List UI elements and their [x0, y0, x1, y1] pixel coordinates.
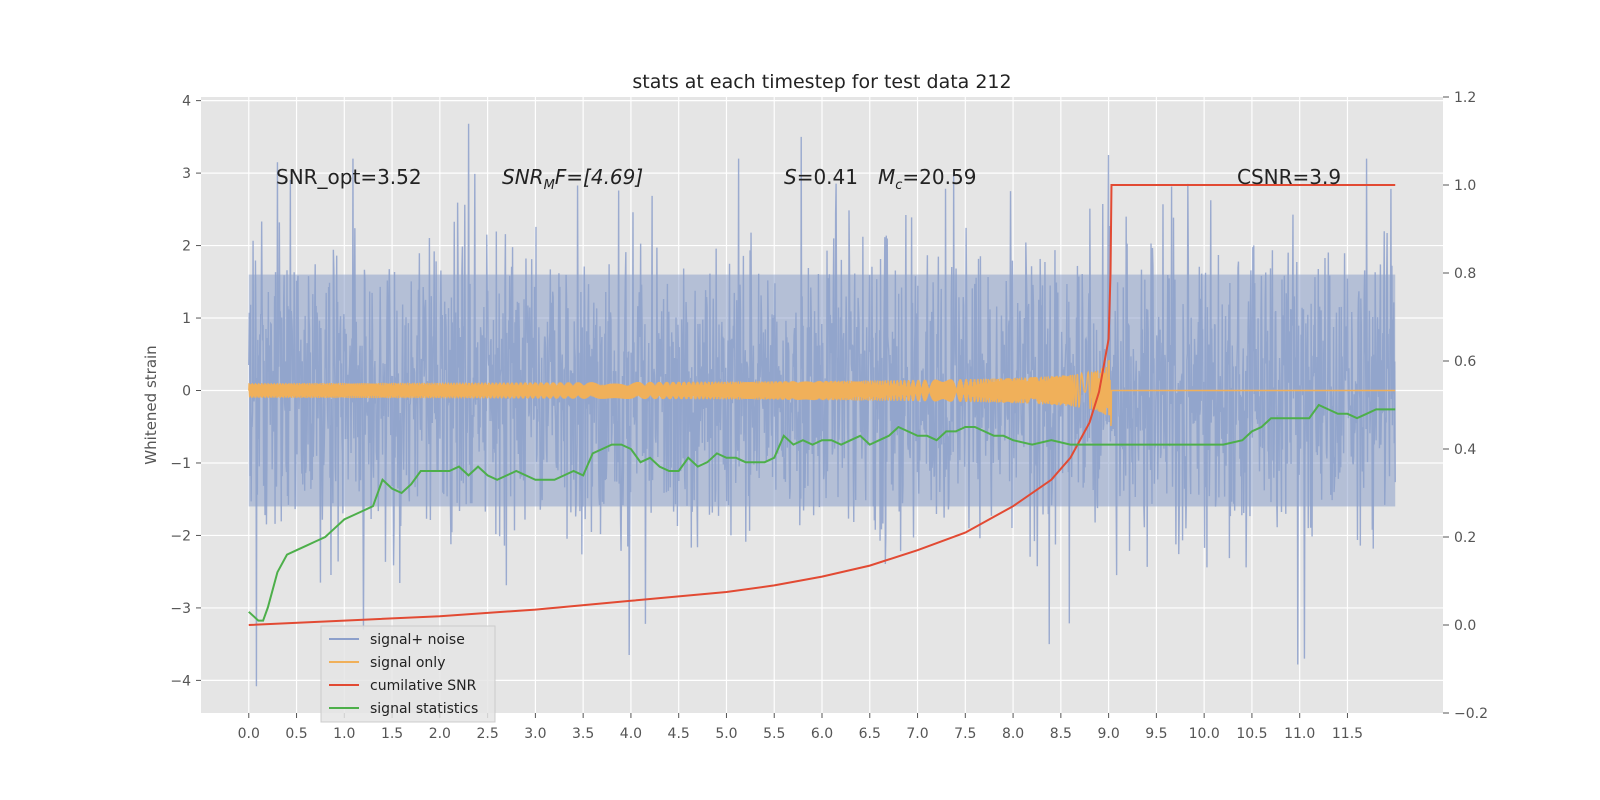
annotation-csnr: CSNR=3.9 — [1237, 165, 1341, 189]
legend-label-stats: signal statistics — [370, 701, 478, 717]
y-tick-label-3: −1 — [170, 456, 191, 472]
x-tick-label-23: 11.5 — [1332, 726, 1363, 742]
x-tick-label-9: 4.5 — [668, 726, 690, 742]
y-tick-label-2: −2 — [170, 528, 191, 544]
series-signal-only — [248, 359, 1396, 427]
y2-tick-label-3: 0.4 — [1454, 442, 1476, 458]
legend-label-noise: signal+ noise — [370, 632, 465, 648]
y-tick-label-8: 4 — [182, 94, 191, 110]
x-tick-label-0: 0.0 — [238, 726, 260, 742]
legend-label-signal: signal only — [370, 655, 445, 671]
x-tick-label-19: 9.5 — [1145, 726, 1167, 742]
y2-tick-label-1: 0.0 — [1454, 618, 1476, 634]
x-tick-label-17: 8.5 — [1050, 726, 1072, 742]
x-tick-label-20: 10.0 — [1189, 726, 1220, 742]
y2-tick-label-2: 0.2 — [1454, 530, 1476, 546]
annotation-snr-opt: SNR_opt=3.52 — [276, 165, 422, 189]
x-tick-label-1: 0.5 — [285, 726, 307, 742]
x-tick-label-3: 1.5 — [381, 726, 403, 742]
plot-content — [248, 123, 1396, 687]
series-cumulative-snr — [248, 184, 1396, 626]
y2-tick-label-5: 0.8 — [1454, 266, 1476, 282]
y2-tick-label-4: 0.6 — [1454, 354, 1476, 370]
y-tick-label-4: 0 — [182, 384, 191, 400]
x-tick-label-22: 11.0 — [1284, 726, 1315, 742]
series-signal-statistics — [248, 403, 1396, 622]
x-tick-label-5: 2.5 — [476, 726, 498, 742]
y2-tick-label-7: 1.2 — [1454, 90, 1476, 106]
y-tick-label-1: −3 — [170, 601, 191, 617]
x-tick-label-13: 6.5 — [859, 726, 881, 742]
legend: signal+ noise signal only cumilative SNR… — [320, 625, 496, 723]
x-tick-label-16: 8.0 — [1002, 726, 1024, 742]
x-tick-label-15: 7.5 — [954, 726, 976, 742]
axes: 0.0 0.5 1.0 1.5 2.0 2.5 3.0 3.5 4.0 4.5 5.0 5.5 6.0 6… — [170, 90, 1488, 742]
y-tick-label-5: 1 — [182, 311, 191, 327]
x-tick-label-14: 7.0 — [906, 726, 928, 742]
x-tick-label-18: 9.0 — [1097, 726, 1119, 742]
x-tick-label-2: 1.0 — [333, 726, 355, 742]
y-tick-label-7: 3 — [182, 166, 191, 182]
x-tick-label-8: 4.0 — [620, 726, 642, 742]
x-tick-label-4: 2.0 — [429, 726, 451, 742]
legend-box — [320, 625, 496, 723]
y2-tick-label-0: −0.2 — [1454, 706, 1488, 722]
annotation-snr-mf: SNRMF=[4.69] — [502, 165, 643, 193]
annotation-s: S=0.41 — [784, 165, 858, 189]
y-axis-label: Whitened strain — [142, 345, 160, 464]
legend-label-csnr: cumilative SNR — [370, 678, 477, 694]
annotation-mc: Mc=20.59 — [878, 165, 976, 193]
x-tick-label-21: 10.5 — [1236, 726, 1267, 742]
x-tick-label-7: 3.5 — [572, 726, 594, 742]
y-tick-label-6: 2 — [182, 239, 191, 255]
y2-tick-label-6: 1.0 — [1454, 178, 1476, 194]
x-tick-label-10: 5.0 — [715, 726, 737, 742]
x-tick-label-12: 6.0 — [811, 726, 833, 742]
x-tick-label-6: 3.0 — [524, 726, 546, 742]
x-tick-label-11: 5.5 — [763, 726, 785, 742]
y-tick-label-0: −4 — [170, 673, 191, 689]
chart-title: stats at each timestep for test data 212 — [632, 71, 1011, 93]
